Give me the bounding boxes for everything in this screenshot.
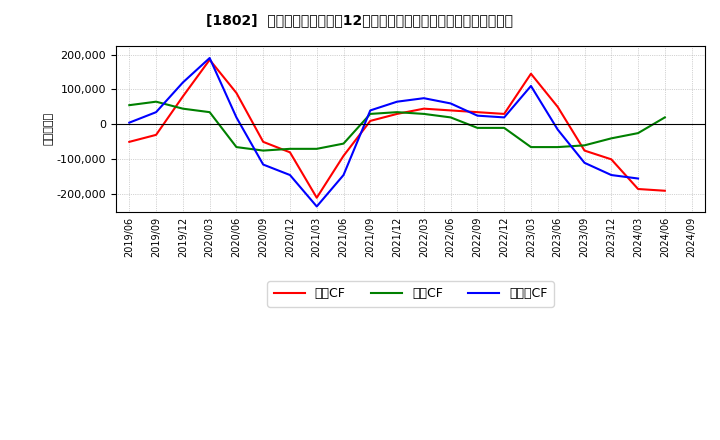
営業CF xyxy=(232,90,240,95)
営業CF xyxy=(634,187,642,192)
フリーCF xyxy=(420,95,428,101)
フリーCF xyxy=(152,110,161,115)
フリーCF xyxy=(634,176,642,181)
Line: 投資CF: 投資CF xyxy=(130,102,665,150)
フリーCF xyxy=(339,172,348,178)
Legend: 営業CF, 投資CF, フリーCF: 営業CF, 投資CF, フリーCF xyxy=(267,281,554,307)
投資CF xyxy=(526,144,535,150)
営業CF xyxy=(259,139,268,144)
営業CF xyxy=(526,71,535,77)
フリーCF xyxy=(500,115,508,120)
投資CF xyxy=(205,110,214,115)
フリーCF xyxy=(607,172,616,178)
投資CF xyxy=(366,111,374,117)
フリーCF xyxy=(125,120,134,125)
投資CF xyxy=(500,125,508,131)
投資CF xyxy=(179,106,187,111)
投資CF xyxy=(634,131,642,136)
投資CF xyxy=(554,144,562,150)
投資CF xyxy=(392,110,401,115)
営業CF xyxy=(473,110,482,115)
フリーCF xyxy=(205,55,214,61)
営業CF xyxy=(205,57,214,62)
Line: 営業CF: 営業CF xyxy=(130,60,665,198)
営業CF xyxy=(366,118,374,124)
フリーCF xyxy=(259,162,268,167)
営業CF xyxy=(580,148,589,153)
営業CF xyxy=(554,104,562,110)
Y-axis label: （百万円）: （百万円） xyxy=(44,112,54,145)
投資CF xyxy=(232,144,240,150)
投資CF xyxy=(446,115,455,120)
フリーCF xyxy=(554,127,562,132)
営業CF xyxy=(312,195,321,200)
投資CF xyxy=(125,103,134,108)
営業CF xyxy=(660,188,669,194)
投資CF xyxy=(473,125,482,131)
営業CF xyxy=(125,139,134,144)
フリーCF xyxy=(286,172,294,178)
フリーCF xyxy=(392,99,401,104)
フリーCF xyxy=(526,83,535,88)
投資CF xyxy=(660,115,669,120)
投資CF xyxy=(286,146,294,151)
投資CF xyxy=(580,143,589,148)
Line: フリーCF: フリーCF xyxy=(130,58,638,206)
投資CF xyxy=(152,99,161,104)
営業CF xyxy=(152,132,161,138)
フリーCF xyxy=(366,108,374,113)
投資CF xyxy=(339,141,348,146)
投資CF xyxy=(259,148,268,153)
フリーCF xyxy=(232,115,240,120)
営業CF xyxy=(420,106,428,111)
フリーCF xyxy=(179,80,187,85)
Text: [1802]  キャッシュフローの12か月移動合計の対前年同期増減額の推移: [1802] キャッシュフローの12か月移動合計の対前年同期増減額の推移 xyxy=(207,13,513,27)
投資CF xyxy=(420,111,428,117)
営業CF xyxy=(179,94,187,99)
フリーCF xyxy=(473,113,482,118)
フリーCF xyxy=(446,101,455,106)
フリーCF xyxy=(312,204,321,209)
フリーCF xyxy=(580,160,589,165)
投資CF xyxy=(312,146,321,151)
営業CF xyxy=(392,111,401,117)
投資CF xyxy=(607,136,616,141)
営業CF xyxy=(339,153,348,158)
営業CF xyxy=(607,157,616,162)
営業CF xyxy=(446,108,455,113)
営業CF xyxy=(286,150,294,155)
営業CF xyxy=(500,111,508,117)
